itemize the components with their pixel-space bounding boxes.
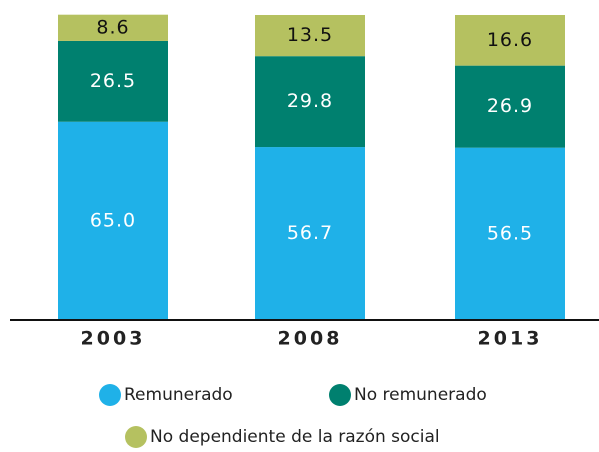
legend-swatch (329, 384, 351, 406)
value-label: 8.6 (96, 16, 129, 38)
bar-segment (58, 121, 168, 320)
value-label: 65.0 (90, 209, 136, 231)
bar-segment (58, 40, 168, 122)
legend-swatch (125, 426, 147, 448)
bar-segment (255, 15, 365, 57)
legend-swatch (99, 384, 121, 406)
value-label: 26.5 (90, 70, 136, 92)
value-label: 16.6 (487, 29, 533, 51)
bar-segment (455, 147, 565, 320)
value-label: 29.8 (287, 90, 333, 112)
bar-segment (255, 56, 365, 148)
legend-label: Remunerado (124, 385, 233, 405)
x-tick-label: 2003 (81, 328, 146, 350)
value-label: 13.5 (287, 24, 333, 46)
value-label: 26.9 (487, 95, 533, 117)
bar-segment (455, 65, 565, 148)
bar-segment (255, 147, 365, 320)
bar-segment (455, 15, 565, 66)
legend-label: No dependiente de la razón social (150, 427, 440, 447)
value-label: 56.7 (287, 222, 333, 244)
x-tick-label: 2008 (278, 328, 343, 350)
x-tick-label: 2013 (478, 328, 543, 350)
bar-segment (58, 14, 168, 41)
legend-label: No remunerado (354, 385, 487, 405)
value-label: 56.5 (487, 222, 533, 244)
